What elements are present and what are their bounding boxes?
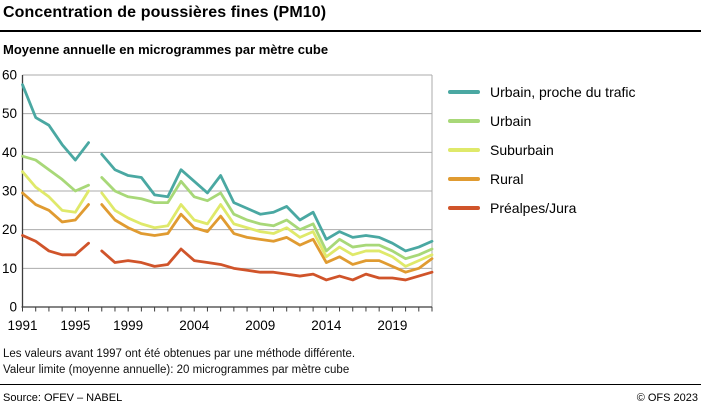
chart-subtitle: Moyenne annuelle en microgrammes par mèt… (3, 42, 329, 57)
legend-item: Urbain (448, 106, 698, 135)
x-axis-label: 2004 (179, 318, 210, 333)
series-line-2 (21, 170, 90, 214)
y-axis-label: 50 (2, 106, 17, 121)
x-axis-label: 2019 (377, 318, 407, 333)
series-line-4 (21, 234, 90, 257)
series-line-0 (21, 83, 90, 162)
series-line-4 (100, 247, 434, 282)
series-line-1 (21, 154, 90, 193)
y-axis-label: 20 (2, 222, 17, 237)
legend-label: Suburbain (490, 141, 554, 158)
legend-swatch-urbain (448, 118, 480, 123)
series-line-2 (100, 191, 434, 268)
x-axis-label: 2009 (245, 318, 275, 333)
title-divider (0, 30, 701, 32)
series-line-0 (100, 152, 434, 253)
copyright-text: © OFS 2023 (636, 392, 698, 404)
legend-item: Urbain, proche du trafic (448, 77, 698, 106)
y-axis-label: 10 (2, 261, 17, 276)
legend-label: Urbain, proche du trafic (490, 83, 636, 100)
y-axis-label: 0 (9, 300, 17, 315)
y-axis-label: 60 (2, 68, 17, 83)
footer-divider (0, 384, 701, 385)
page-title: Concentration de poussières fines (PM10) (3, 4, 327, 21)
legend-swatch-urbain-trafic (448, 89, 480, 94)
x-axis-label: 2014 (311, 318, 342, 333)
legend-swatch-prealpes-jura (448, 205, 480, 210)
y-axis-label: 30 (2, 184, 17, 199)
source-text: Source: OFEV – NABEL (3, 392, 123, 404)
legend-swatch-rural (448, 176, 480, 181)
legend-label: Rural (490, 170, 524, 187)
note-method: Les valeurs avant 1997 ont été obtenues … (3, 348, 356, 360)
legend-item: Rural (448, 164, 698, 193)
note-limit: Valeur limite (moyenne annuelle): 20 mic… (3, 364, 350, 376)
series-line-3 (100, 203, 434, 274)
chart-notes: Les valeurs avant 1997 ont été obtenues … (3, 346, 355, 378)
chart-canvas: 0 10 20 30 40 50 60 1991 1995 1999 2004 2009 2014 201… (2, 68, 434, 333)
chart-legend: Urbain, proche du trafic Urbain Suburbai… (448, 77, 698, 222)
x-axis-label: 1999 (113, 318, 143, 333)
legend-label: Préalpes/Jura (490, 199, 577, 216)
x-axis-label: 1995 (60, 318, 90, 333)
legend-label: Urbain (490, 112, 532, 129)
series-line-1 (100, 176, 434, 261)
y-axis-label: 40 (2, 145, 17, 160)
x-axis-label: 1991 (7, 318, 37, 333)
legend-swatch-suburbain (448, 147, 480, 152)
series-line-3 (21, 191, 90, 224)
legend-item: Préalpes/Jura (448, 193, 698, 222)
legend-item: Suburbain (448, 135, 698, 164)
